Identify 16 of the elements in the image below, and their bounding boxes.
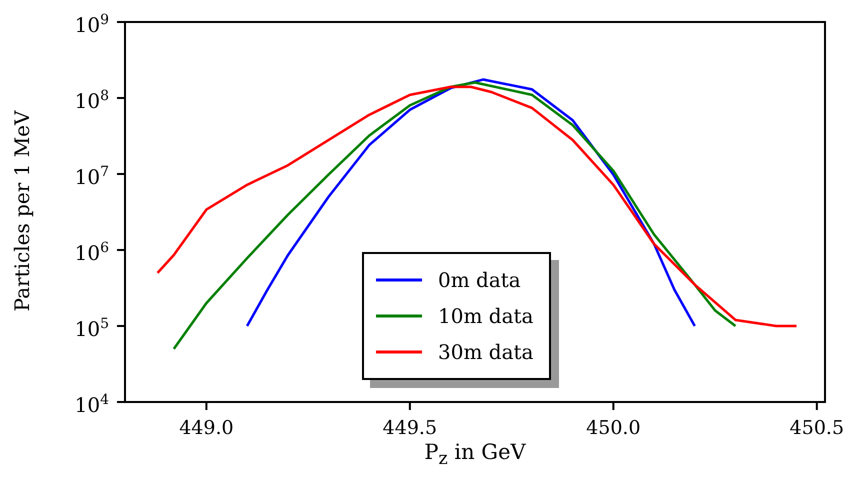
y-tick-label: 10$^{9}$ bbox=[74, 12, 109, 37]
y-tick-label: 10$^{8}$ bbox=[74, 88, 109, 113]
y-tick-label: 10$^{6}$ bbox=[74, 240, 110, 265]
legend-label: 30m data bbox=[438, 340, 534, 364]
x-axis-title: P$_{z}$ in GeV bbox=[423, 440, 527, 470]
x-tick-label: 450.0 bbox=[586, 417, 641, 439]
legend-label: 10m data bbox=[438, 304, 534, 328]
y-tick-label: 10$^{7}$ bbox=[74, 164, 109, 189]
y-tick-label: 10$^{5}$ bbox=[74, 316, 109, 341]
x-tick-label: 450.5 bbox=[790, 417, 844, 439]
x-tick-label: 449.0 bbox=[179, 417, 234, 439]
y-tick-label: 10$^{4}$ bbox=[74, 392, 110, 417]
y-axis-title: Particles per 1 MeV bbox=[10, 109, 34, 314]
x-tick-label: 449.5 bbox=[382, 417, 438, 439]
line-series bbox=[156, 86, 798, 328]
legend-label: 0m data bbox=[438, 268, 521, 292]
